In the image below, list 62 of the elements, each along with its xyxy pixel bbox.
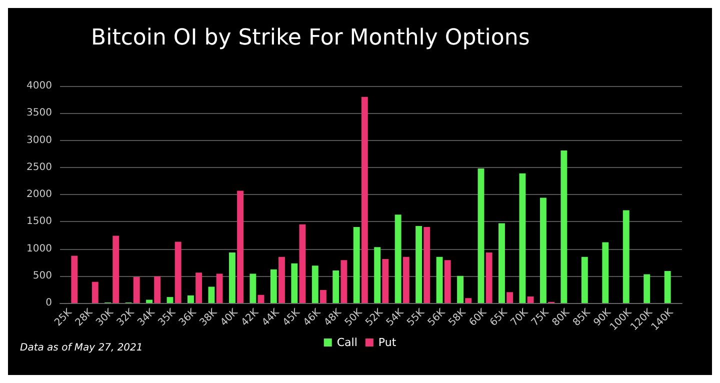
legend-label: Call xyxy=(336,336,358,349)
bar xyxy=(394,214,402,303)
y-tick-label: 1500 xyxy=(26,216,52,228)
bar xyxy=(622,210,630,303)
text: Data as of May 27, 2021 xyxy=(20,342,143,354)
y-tick-label: 0 xyxy=(46,298,52,308)
bar xyxy=(250,274,256,303)
chart-title: Bitcoin OI by Strike For Monthly Options xyxy=(91,26,530,50)
bar xyxy=(498,223,505,303)
bar xyxy=(424,227,430,303)
bar xyxy=(465,298,472,303)
bar xyxy=(506,292,514,303)
bar xyxy=(258,294,264,303)
y-tick-label: 500 xyxy=(32,270,52,282)
legend-label: Put xyxy=(378,336,397,349)
bar xyxy=(374,247,381,303)
y-tick-label: 3000 xyxy=(26,134,52,146)
bar xyxy=(560,150,568,303)
bar xyxy=(353,227,360,303)
bar xyxy=(519,173,526,303)
bar xyxy=(154,276,161,303)
bar xyxy=(174,242,182,303)
bar xyxy=(581,256,588,303)
bar xyxy=(332,270,340,303)
bar xyxy=(291,263,298,303)
y-tick-label: 1000 xyxy=(26,243,52,254)
bar xyxy=(299,224,306,303)
bar xyxy=(228,252,236,303)
y-tick-label: 2500 xyxy=(26,162,52,173)
bar xyxy=(270,269,277,303)
bar xyxy=(71,256,78,303)
bar xyxy=(133,276,140,303)
bar xyxy=(402,256,410,303)
bar xyxy=(196,272,202,303)
bar xyxy=(527,296,534,303)
bar xyxy=(644,274,650,303)
bar xyxy=(216,274,223,303)
y-tick-label: 4000 xyxy=(26,80,52,92)
bar xyxy=(486,252,492,303)
bar xyxy=(457,276,464,303)
bar xyxy=(208,286,215,303)
bar xyxy=(416,226,422,303)
bar xyxy=(320,290,326,303)
bar xyxy=(312,266,318,303)
bar xyxy=(664,270,671,303)
bar xyxy=(112,236,120,303)
y-tick-label: 3500 xyxy=(26,108,52,119)
bar xyxy=(602,242,609,303)
bar xyxy=(382,259,389,303)
bar xyxy=(444,260,451,303)
bar xyxy=(146,300,152,303)
bar xyxy=(361,96,368,303)
bar xyxy=(540,198,546,303)
bar xyxy=(436,256,443,303)
bar xyxy=(166,297,174,303)
bar xyxy=(478,168,484,303)
bar xyxy=(92,282,98,303)
bar xyxy=(237,190,244,303)
bar xyxy=(340,260,348,303)
bar xyxy=(278,256,285,303)
y-tick-label: 2000 xyxy=(26,189,52,200)
bar xyxy=(188,295,194,303)
